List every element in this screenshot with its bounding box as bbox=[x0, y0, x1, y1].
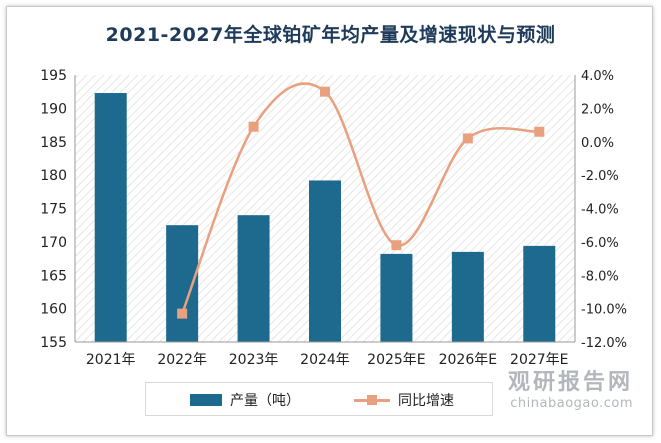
watermark-cn: 观研报告网 bbox=[507, 370, 633, 395]
y-right-tick-label: 2.0% bbox=[581, 102, 614, 117]
legend-line-swatch bbox=[354, 393, 390, 407]
y-left-tick-label: 185 bbox=[40, 135, 67, 151]
legend-label-bar: 产量（吨） bbox=[230, 393, 300, 409]
watermark: 观研报告网 chinabaogao.com bbox=[508, 364, 633, 411]
y-left-tick-label: 170 bbox=[40, 235, 67, 251]
y-left-tick-label: 180 bbox=[40, 168, 67, 184]
y-left-tick-label: 165 bbox=[40, 268, 67, 284]
bar-3 bbox=[309, 180, 341, 342]
y-right-tick-label: -8.0% bbox=[581, 269, 619, 284]
chart-title: 2021-2027年全球铂矿年均产量及增速现状与预测 bbox=[105, 24, 556, 46]
y-right-tick-label: -12.0% bbox=[581, 336, 627, 351]
bar-6 bbox=[523, 245, 556, 342]
x-tick-label: 2024年 bbox=[300, 352, 350, 368]
growth-marker-0 bbox=[177, 308, 188, 319]
bar-2 bbox=[237, 215, 270, 342]
x-tick-label: 2021年 bbox=[86, 352, 136, 368]
legend-bar-swatch bbox=[190, 394, 222, 406]
x-tick-label: 2022年 bbox=[157, 352, 207, 368]
x-tick-label: 2027年E bbox=[510, 352, 568, 368]
legend-item-bar: 产量（吨） bbox=[190, 390, 300, 410]
y-left-tick-label: 160 bbox=[40, 302, 67, 318]
x-tick-label: 2023年 bbox=[229, 352, 279, 368]
watermark-en: chinabaogao.com bbox=[510, 396, 633, 411]
bar-5 bbox=[451, 251, 484, 342]
y-right-tick-label: -6.0% bbox=[581, 236, 619, 251]
growth-marker-2 bbox=[320, 86, 330, 97]
y-right-tick-label: -4.0% bbox=[581, 203, 619, 218]
y-left-tick-label: 175 bbox=[40, 202, 67, 218]
growth-marker-3 bbox=[391, 240, 402, 251]
bar-4 bbox=[380, 253, 413, 342]
y-right-tick-label: 0.0% bbox=[581, 136, 614, 151]
y-right-tick-label: -10.0% bbox=[581, 303, 627, 318]
y-right-tick-label: -2.0% bbox=[581, 169, 619, 184]
legend-label-line: 同比增速 bbox=[398, 393, 454, 409]
growth-marker-4 bbox=[462, 133, 473, 144]
y-left-tick-label: 195 bbox=[40, 68, 67, 84]
legend: 产量（吨） 同比增速 bbox=[145, 382, 493, 416]
y-right-tick-label: 4.0% bbox=[581, 69, 614, 84]
growth-marker-5 bbox=[534, 126, 545, 137]
legend-item-line: 同比增速 bbox=[354, 390, 454, 410]
x-tick-label: 2026年E bbox=[439, 352, 497, 368]
bar-0 bbox=[94, 93, 127, 343]
x-tick-label: 2025年E bbox=[367, 352, 425, 368]
y-left-tick-label: 155 bbox=[40, 335, 67, 351]
y-left-tick-label: 190 bbox=[40, 101, 67, 117]
growth-marker-1 bbox=[248, 121, 259, 132]
